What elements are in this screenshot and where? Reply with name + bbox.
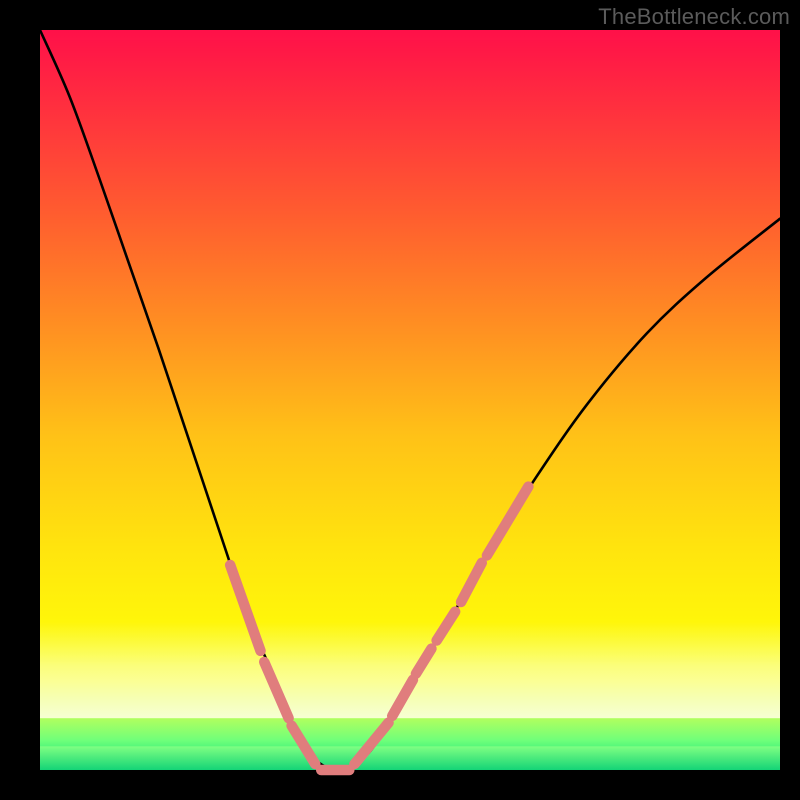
chart-stage: TheBottleneck.com (0, 0, 800, 800)
watermark-text: TheBottleneck.com (598, 4, 790, 30)
bottleneck-chart (0, 0, 800, 800)
